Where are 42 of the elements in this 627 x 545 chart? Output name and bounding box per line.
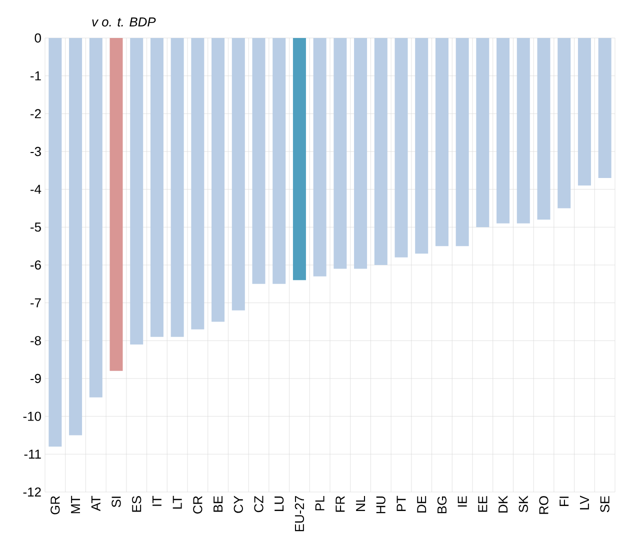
x-tick-label: IT xyxy=(152,496,162,506)
y-tick-label: -11 xyxy=(24,450,41,459)
y-axis-title: v o. t. BDP xyxy=(92,17,156,27)
x-tick-label: PL xyxy=(315,496,324,510)
x-tick-label: FR xyxy=(336,496,345,512)
x-tick-label: LU xyxy=(274,496,284,512)
y-tick-label: -4 xyxy=(30,184,42,194)
x-tick-label: NL xyxy=(356,496,365,512)
y-tick-label: -7 xyxy=(30,298,41,308)
x-tick-label: LV xyxy=(580,496,589,510)
x-tick-label: SE xyxy=(600,496,610,512)
x-tick-label: EE xyxy=(478,496,488,512)
x-tick-label: BG xyxy=(437,496,447,514)
x-tick-label: DK xyxy=(498,496,508,512)
x-tick-label: SK xyxy=(518,496,528,512)
y-tick-label: -9 xyxy=(30,374,41,384)
x-tick-label: CR xyxy=(193,496,202,514)
y-tick-label: 0 xyxy=(34,33,41,43)
x-tick-label: FI xyxy=(560,496,569,506)
x-tick-label: RO xyxy=(539,496,548,514)
y-tick-label: -3 xyxy=(30,146,41,156)
x-tick-label: IE xyxy=(458,496,467,507)
x-tick-label: BE xyxy=(214,496,222,512)
x-tick-label: LT xyxy=(172,496,182,509)
x-tick-label: CY xyxy=(234,496,243,513)
x-tick-label: SI xyxy=(112,496,121,508)
x-tick-label: MT xyxy=(71,496,80,514)
x-tick-label: HU xyxy=(376,496,386,514)
x-tick-label: DE xyxy=(417,496,426,512)
x-tick-label: EU-27 xyxy=(294,496,304,532)
x-tick-label: CZ xyxy=(254,496,264,512)
y-tick-label: -6 xyxy=(30,260,41,270)
x-tick-label: AT xyxy=(91,496,100,512)
x-tick-label: ES xyxy=(132,496,142,512)
x-tick-label: PT xyxy=(396,496,406,512)
y-tick-label: -1 xyxy=(30,71,41,80)
y-tick-label: -2 xyxy=(30,109,41,118)
y-tick-label: -12 xyxy=(23,487,41,497)
y-tick-label: -10 xyxy=(23,412,41,421)
x-tick-label: GR xyxy=(50,496,60,514)
y-tick-label: -5 xyxy=(30,222,41,232)
y-tick-label: -8 xyxy=(30,336,41,346)
